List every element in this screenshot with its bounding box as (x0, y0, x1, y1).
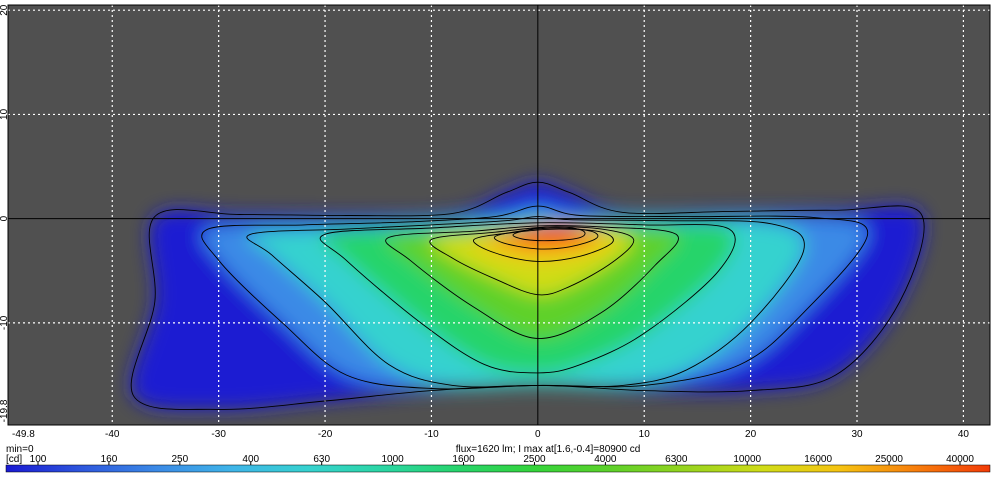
colorbar-label: 100 (30, 454, 47, 465)
x-tick-label: 40 (958, 429, 970, 440)
y-tick-label-min: -19.8 (0, 399, 10, 422)
x-tick-label: 20 (745, 429, 757, 440)
y-tick-label: -10 (0, 315, 10, 330)
contour-line-630 (246, 216, 805, 388)
contour-line-16000 (473, 228, 614, 262)
colorbar-label: 16000 (804, 454, 832, 465)
x-tick-label: 10 (639, 429, 651, 440)
colorbar-label: 4000 (594, 454, 617, 465)
x-tick-label: 0 (535, 429, 541, 440)
colorbar-label: 1000 (381, 454, 404, 465)
contour-line-10000 (429, 226, 635, 296)
x-tick-label-min: -49.8 (12, 429, 35, 440)
x-tick-label: -20 (318, 429, 333, 440)
heatmap-layer (131, 182, 925, 410)
tick-label-layer: -40 -30 -20 -10 0 10 20 30 40 -49.8 20 10 0 -10 -19.8 (0, 4, 969, 440)
colorbar-label: 1600 (452, 454, 475, 465)
colorbar: 100 160 250 400 630 1000 1600 2500 4000 6300 10000… (5, 454, 991, 473)
colorbar-label: 400 (242, 454, 259, 465)
contour-layer (130, 181, 925, 410)
plot-frame (7, 4, 991, 426)
x-tick-label: -30 (211, 429, 226, 440)
colorbar-label: 40000 (946, 454, 974, 465)
contour-line-25000 (493, 227, 599, 250)
contour-line-4000 (385, 225, 679, 339)
x-tick-label: -40 (105, 429, 120, 440)
colorbar-label: 6300 (665, 454, 688, 465)
colorbar-label: 630 (313, 454, 330, 465)
x-tick-label: -10 (424, 429, 439, 440)
colorbar-label: 160 (101, 454, 118, 465)
colorbar-label: 250 (172, 454, 189, 465)
colorbar-label: 2500 (523, 454, 546, 465)
contour-line-40000 (512, 226, 586, 242)
x-tick-label: 30 (851, 429, 863, 440)
y-tick-label: 0 (0, 215, 10, 221)
y-tick-label: 10 (0, 108, 10, 120)
y-tick-label: 20 (0, 4, 10, 16)
colorbar-label: 25000 (875, 454, 903, 465)
contour-line-100 (130, 181, 925, 410)
unit-label: [cd] (6, 454, 22, 465)
info-text: flux=1620 lm; I max at[1.6,-0.4]=80900 c… (456, 444, 641, 455)
colorbar-gradient (5, 464, 991, 473)
colorbar-label: 10000 (733, 454, 761, 465)
contour-line-250 (201, 205, 869, 390)
min-label: min=0 (6, 444, 34, 455)
contour-line-1600 (319, 222, 736, 374)
